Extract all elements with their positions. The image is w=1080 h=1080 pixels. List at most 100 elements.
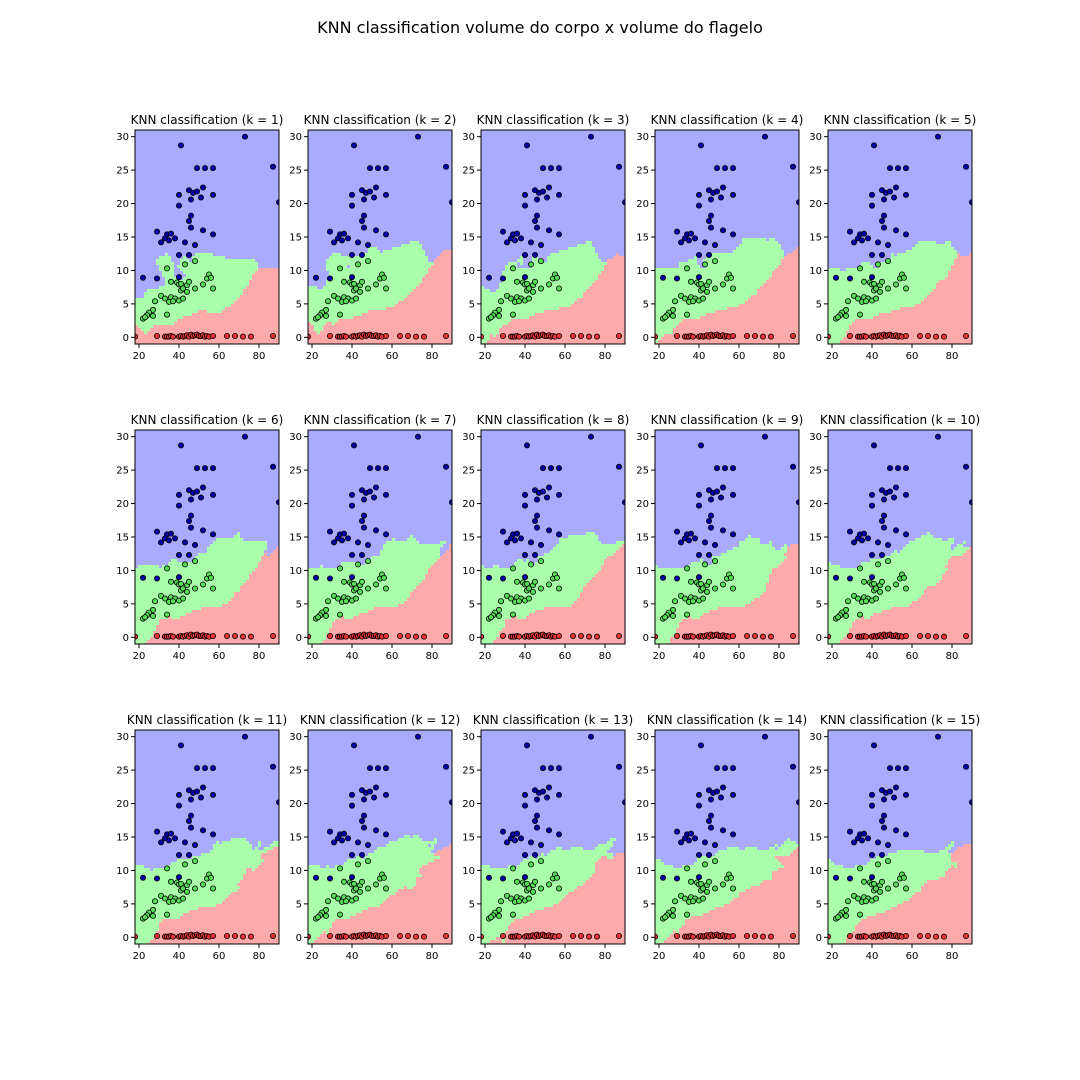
y-tick-label: 15 — [289, 533, 302, 544]
y-tick-label: 25 — [809, 766, 822, 777]
data-point — [903, 165, 910, 172]
data-point — [175, 802, 182, 809]
data-point — [678, 839, 685, 846]
data-point — [730, 332, 737, 339]
data-point — [730, 765, 737, 772]
data-point — [720, 581, 727, 588]
data-point — [843, 312, 850, 319]
x-tick-label: 80 — [426, 351, 439, 362]
data-point — [524, 742, 531, 749]
data-point — [175, 552, 182, 559]
data-point — [708, 212, 715, 219]
data-point — [503, 239, 510, 246]
data-point — [348, 202, 355, 209]
data-point — [885, 885, 892, 892]
data-point — [869, 491, 876, 498]
data-point — [209, 191, 216, 198]
x-tick-label: 80 — [253, 351, 266, 362]
data-point — [869, 274, 876, 281]
y-tick-label: 20 — [809, 499, 822, 510]
data-point — [352, 885, 359, 892]
data-point — [382, 465, 389, 472]
data-point — [768, 333, 775, 340]
data-point — [157, 539, 164, 546]
data-point — [546, 281, 553, 288]
data-point — [326, 632, 333, 639]
x-tick-label: 40 — [346, 651, 359, 662]
data-point — [692, 835, 699, 842]
data-point — [366, 488, 373, 495]
data-point — [686, 837, 693, 844]
data-point — [871, 142, 878, 149]
data-point — [714, 788, 721, 795]
data-point — [869, 874, 876, 881]
y-tick-label: 0 — [123, 633, 129, 644]
data-point — [538, 542, 545, 549]
data-point — [845, 298, 852, 305]
y-tick-label: 20 — [289, 199, 302, 210]
y-tick-label: 10 — [636, 866, 649, 877]
data-point — [674, 528, 681, 535]
data-point — [863, 633, 870, 640]
data-point — [183, 588, 190, 595]
data-point — [522, 552, 529, 559]
data-point — [524, 142, 531, 149]
data-point — [790, 632, 797, 639]
data-point — [712, 885, 719, 892]
data-point — [696, 191, 703, 198]
data-point — [714, 165, 721, 172]
data-point — [881, 796, 888, 803]
data-point — [674, 275, 681, 282]
data-point — [857, 865, 864, 872]
data-point — [524, 442, 531, 449]
data-point — [847, 828, 854, 835]
data-point — [269, 632, 276, 639]
data-point — [534, 796, 541, 803]
data-point — [712, 558, 719, 565]
data-point — [881, 496, 888, 503]
data-point — [522, 802, 529, 809]
data-point — [354, 861, 361, 868]
data-point — [141, 914, 148, 921]
data-point — [163, 911, 170, 918]
data-point — [722, 165, 729, 172]
data-point — [718, 194, 725, 201]
data-point — [169, 898, 176, 905]
data-point — [181, 261, 188, 268]
data-point — [534, 496, 541, 503]
data-point — [199, 581, 206, 588]
data-point — [859, 537, 866, 544]
data-point — [869, 802, 876, 809]
data-point — [151, 898, 158, 905]
y-tick-label: 20 — [462, 199, 475, 210]
data-point — [702, 239, 709, 246]
data-point — [175, 202, 182, 209]
y-tick-label: 5 — [816, 599, 822, 610]
data-point — [730, 285, 737, 292]
data-point — [165, 237, 172, 244]
data-point — [873, 895, 880, 902]
data-point — [509, 911, 516, 918]
data-point — [686, 537, 693, 544]
data-point — [199, 527, 206, 534]
data-point — [177, 442, 184, 449]
data-point — [185, 787, 192, 794]
data-point — [382, 165, 389, 172]
data-point — [175, 252, 182, 259]
data-point — [556, 231, 563, 238]
subplot-title: KNN classification (k = 7) — [304, 413, 457, 427]
data-point — [342, 598, 349, 605]
data-point — [201, 765, 208, 772]
data-point — [191, 542, 198, 549]
data-point — [682, 295, 689, 302]
data-point — [350, 142, 357, 149]
data-point — [730, 585, 737, 592]
data-point — [322, 312, 329, 319]
data-point — [688, 530, 695, 537]
data-point — [354, 539, 361, 546]
y-tick-label: 30 — [809, 432, 822, 443]
data-point — [532, 517, 539, 524]
data-point — [167, 578, 174, 585]
data-point — [730, 791, 737, 798]
y-tick-label: 5 — [643, 599, 649, 610]
